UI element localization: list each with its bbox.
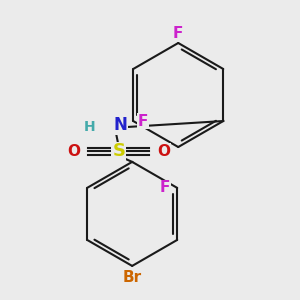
Text: F: F xyxy=(160,180,170,195)
Text: S: S xyxy=(112,142,125,160)
Text: Br: Br xyxy=(123,270,142,285)
Text: F: F xyxy=(173,26,183,41)
Text: F: F xyxy=(137,113,148,128)
Text: O: O xyxy=(68,144,81,159)
Text: O: O xyxy=(157,144,170,159)
Text: H: H xyxy=(83,120,95,134)
Text: N: N xyxy=(113,116,127,134)
